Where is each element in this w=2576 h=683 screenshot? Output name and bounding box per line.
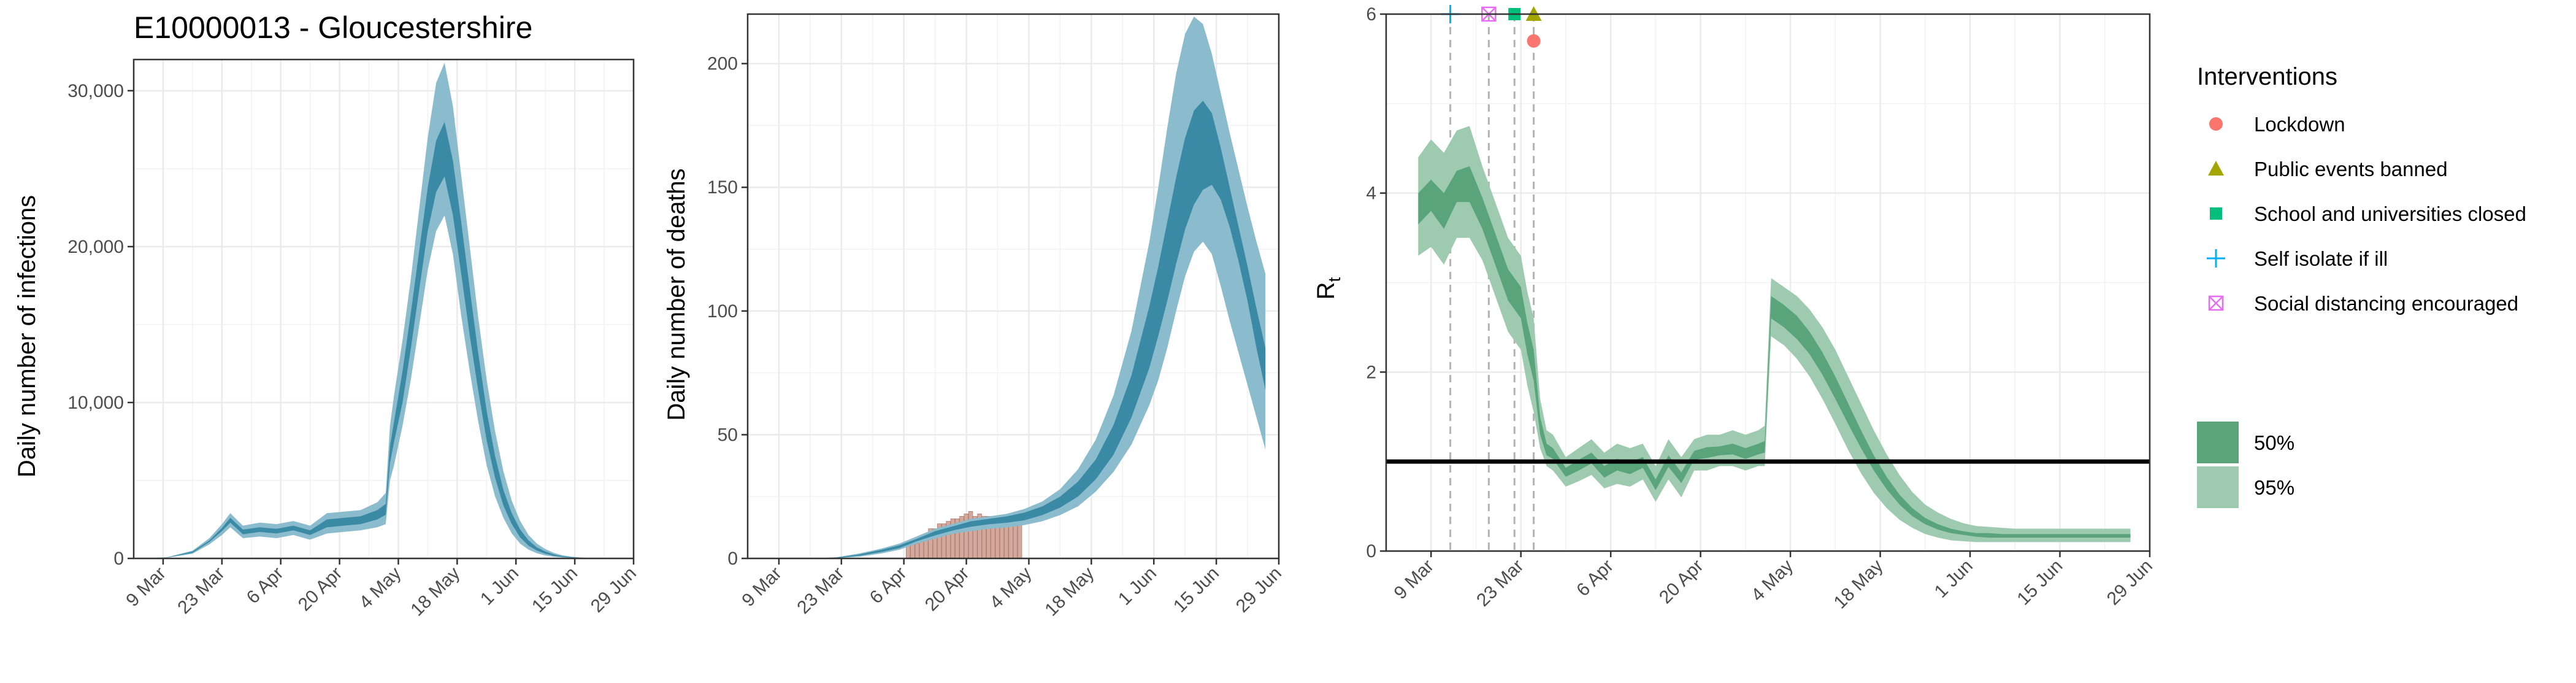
y-tick-label: 4 (1366, 183, 1376, 204)
y-tick-label: 0 (113, 549, 124, 569)
y-tick-label: 50 (718, 425, 738, 445)
y-tick-label: 150 (707, 177, 738, 198)
legend-title: Interventions (2197, 63, 2337, 90)
legend-label: Public events banned (2254, 158, 2448, 180)
legend-marker (2209, 117, 2223, 131)
observed-deaths-bar (914, 543, 919, 559)
legend-label: Lockdown (2254, 113, 2345, 136)
y-axis-title: Daily number of infections (13, 195, 40, 477)
band-95-percent (810, 17, 1266, 558)
boxed-x-marker-b (2209, 296, 2223, 311)
y-tick-label: 200 (707, 54, 738, 74)
y-tick-label: 100 (707, 301, 738, 322)
y-tick-label: 20,000 (67, 237, 124, 257)
legend-marker (2207, 249, 2225, 268)
legend-band-swatch (2197, 466, 2239, 508)
intervention-marker (1527, 34, 1541, 48)
legend-marker (2210, 207, 2222, 220)
legend-marker (2208, 295, 2224, 311)
y-tick-label: 2 (1366, 362, 1376, 382)
legend-label: Self isolate if ill (2254, 247, 2388, 270)
observed-deaths-bar (968, 511, 973, 559)
plot-frame (746, 13, 1280, 560)
y-tick-label: 0 (727, 549, 738, 569)
legend-band-label: 95% (2254, 476, 2294, 499)
triangle-marker (2208, 161, 2224, 176)
legend-band-label: 50% (2254, 431, 2294, 454)
y-tick-label: 30,000 (67, 81, 124, 101)
y-axis-title-subscript: t (1325, 277, 1344, 282)
band-95-percent (1418, 126, 2131, 542)
y-tick-label: 0 (1366, 541, 1376, 561)
y-tick-label: 6 (1366, 4, 1376, 25)
observed-deaths-bar (905, 546, 911, 559)
y-axis-title-main: R (1313, 282, 1340, 299)
legend-label: Social distancing encouraged (2254, 292, 2518, 315)
legend-band-swatch (2197, 422, 2239, 463)
plot-frame (1385, 13, 2151, 552)
y-tick-label: 10,000 (67, 393, 124, 413)
y-axis-title: Daily number of deaths (663, 168, 690, 420)
chart-title: E10000013 - Gloucestershire (134, 10, 532, 45)
legend: Interventions Lockdown Public events bann… (2197, 63, 2526, 508)
observed-deaths-bar (910, 543, 915, 559)
legend-label: School and universities closed (2254, 203, 2526, 225)
square-marker (2210, 207, 2222, 220)
legend-marker (2208, 161, 2224, 176)
plot-frame (132, 58, 635, 560)
circle-marker (1527, 34, 1541, 48)
band-50-percent (810, 101, 1266, 559)
observed-deaths-bar (1017, 523, 1022, 559)
circle-marker (2209, 117, 2223, 131)
y-axis-title: Rt (1313, 277, 1344, 299)
boxed-x-marker-box (2208, 295, 2224, 311)
